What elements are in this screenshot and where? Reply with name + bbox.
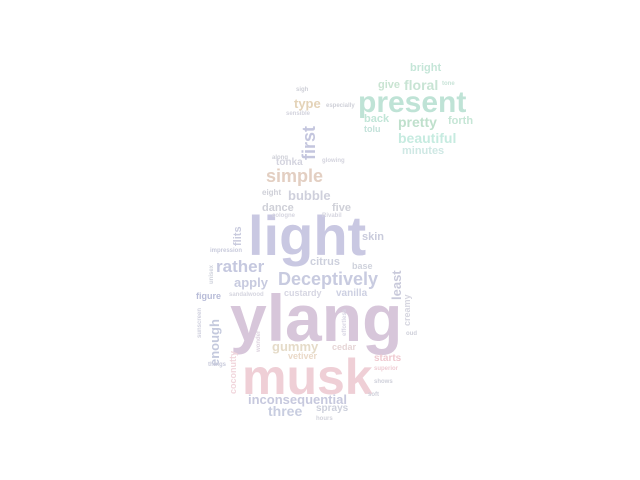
word-along: along <box>272 155 288 161</box>
word-effortless: effortless <box>342 308 348 336</box>
word-soft: soft <box>368 392 379 398</box>
word-things: things <box>208 362 226 368</box>
word-apply: apply <box>234 275 268 290</box>
word-impression: impression <box>210 248 243 254</box>
word-pretty: pretty <box>398 114 437 130</box>
word-inconsequential: inconsequential <box>248 392 347 407</box>
word-rather: rather <box>216 257 265 276</box>
word-sunscreen: sunscreen <box>197 307 203 338</box>
word-base: base <box>352 261 373 271</box>
word-coconutty: coconutty <box>228 350 238 394</box>
word-first: first <box>299 125 319 160</box>
word-deceptively: Deceptively <box>278 269 379 289</box>
word-bubble: bubble <box>288 188 331 203</box>
word-skin: skin <box>362 231 385 243</box>
word-beautiful: beautiful <box>398 130 457 146</box>
word-dance: dance <box>262 202 294 214</box>
word-minutes: minutes <box>402 145 445 157</box>
word-especially: especially <box>326 103 355 109</box>
word-creamy: creamy <box>402 294 412 326</box>
word-tolu: tolu <box>364 124 381 134</box>
word-simple: simple <box>266 166 324 186</box>
word-eight: eight <box>262 188 282 197</box>
word-sigh: sigh <box>296 87 309 93</box>
word-oud: oud <box>406 331 417 337</box>
word-sensible: sensible <box>286 111 311 117</box>
word-gummy: gummy <box>272 339 319 354</box>
word-rivabil: Rivabil <box>322 213 342 219</box>
word-hours: hours <box>316 416 333 422</box>
word-ylang: ylang <box>230 281 403 355</box>
word-back: back <box>364 113 390 125</box>
word-floral: floral <box>404 77 439 93</box>
word-musk: musk <box>242 349 373 405</box>
word-tone: tone <box>442 81 455 87</box>
word-enough: enough <box>207 319 222 366</box>
word-flits: flits <box>232 226 244 246</box>
word-cedar: cedar <box>332 342 357 352</box>
word-superior: superior <box>374 366 399 372</box>
word-tonka: tonka <box>276 157 303 168</box>
word-unisex: unisex <box>209 264 215 284</box>
word-glowing: glowing <box>322 158 345 164</box>
word-bright: bright <box>410 62 442 74</box>
word-present: present <box>358 86 467 119</box>
word-give: give <box>378 79 401 91</box>
word-shows: shows <box>374 379 393 385</box>
word-starts: starts <box>374 353 402 364</box>
word-cologne: cologne <box>272 213 296 219</box>
word-citrus: citrus <box>310 256 340 268</box>
word-forth: forth <box>448 115 474 127</box>
word-custardy: custardy <box>284 288 322 298</box>
word-sandalwood: sandalwood <box>229 292 264 298</box>
word-three: three <box>268 403 303 419</box>
word-figure: figure <box>196 291 222 301</box>
word-vanilla: vanilla <box>336 288 368 299</box>
word-light: light <box>248 204 367 267</box>
word-vetiver: vetiver <box>288 351 318 361</box>
word-sprays: sprays <box>316 403 349 414</box>
word-five: five <box>332 202 351 214</box>
word-type: type <box>294 96 321 111</box>
word-wonder: wonder <box>256 330 262 352</box>
